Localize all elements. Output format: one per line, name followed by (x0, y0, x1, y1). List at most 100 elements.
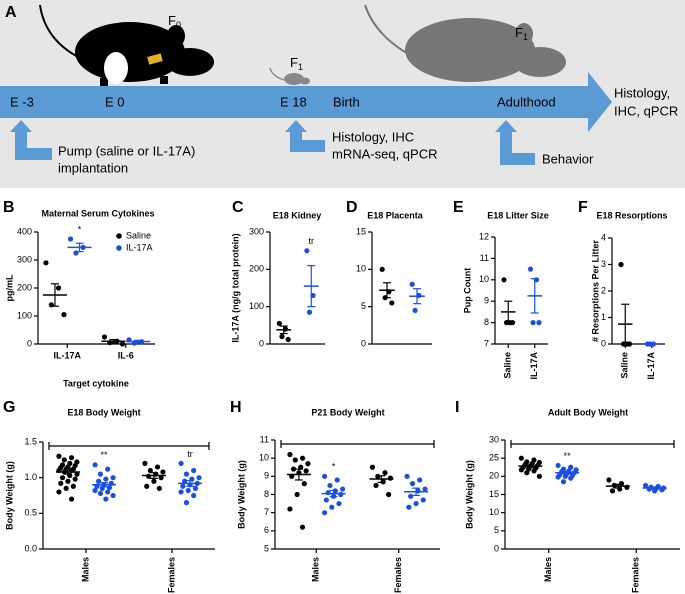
callout-text: implantation (58, 160, 128, 175)
x-tick-label: IL-6 (118, 350, 134, 360)
y-tick-label: 6 (264, 525, 269, 535)
fetus (104, 52, 128, 84)
error-bar (377, 475, 386, 483)
panel-label: B (3, 199, 15, 216)
timeline-label: Birth (333, 94, 360, 109)
data-point (290, 466, 297, 472)
y-axis-label: Body Weight (g) (236, 460, 246, 529)
data-point (68, 496, 75, 502)
y-tick-label: 1 (601, 312, 606, 322)
error-bar (75, 242, 84, 253)
y-tick-label: 10 (356, 264, 366, 274)
significance-label: * (332, 462, 336, 472)
data-point (285, 336, 291, 343)
data-point (404, 473, 410, 479)
error-bar (279, 325, 288, 335)
generation-base: F (515, 25, 523, 40)
data-point (327, 482, 333, 489)
data-point (518, 455, 524, 461)
data-point (518, 467, 524, 473)
y-tick-label: 10 (259, 453, 269, 463)
data-point (422, 486, 428, 492)
x-tick-label: IL-17A (646, 352, 656, 380)
error-bar (526, 464, 535, 469)
x-tick-label: Males (543, 557, 553, 582)
data-point (323, 497, 329, 503)
y-tick-label: 0.5 (24, 508, 37, 518)
y-axis-label: pg/mL (4, 274, 14, 301)
generation-base: F (168, 13, 176, 28)
data-point (413, 500, 419, 507)
y-tick-label: 5 (264, 543, 269, 553)
data-point (178, 460, 184, 466)
data-point (409, 281, 415, 287)
data-point (92, 487, 98, 494)
data-point (369, 464, 376, 470)
panel-label: I (455, 399, 459, 416)
data-point (110, 475, 116, 481)
data-point (643, 482, 649, 489)
y-tick-label: 25 (489, 453, 499, 463)
data-point (301, 481, 307, 487)
data-point (304, 248, 310, 254)
mouse-head (300, 77, 310, 85)
data-point (63, 485, 69, 491)
y-tick-label: 5 (494, 525, 499, 535)
significance-label: ** (564, 451, 572, 461)
data-point (158, 475, 164, 481)
chart-title: E18 Litter Size (487, 210, 549, 220)
x-tick-label: Males (80, 557, 90, 582)
data-point (156, 485, 162, 491)
panel-label: G (3, 399, 15, 416)
chart: C E18 Kidney IL-17A (ng/g total protein) 0 1… (230, 199, 325, 348)
callout-text: Histology, IHC (332, 129, 414, 144)
error-bar (50, 283, 59, 307)
data-point (389, 300, 395, 306)
mouse-head (514, 47, 566, 77)
data-point (417, 477, 423, 483)
error-bar (294, 468, 303, 481)
callout-text: Pump (saline or IL-17A) (58, 143, 195, 158)
data-point (119, 341, 126, 347)
y-tick-label: 10 (479, 274, 489, 284)
data-point (106, 485, 113, 491)
data-point (58, 480, 64, 486)
y-tick-label: 5 (361, 301, 366, 311)
data-point (606, 477, 612, 483)
y-tick-label: 300 (17, 254, 32, 264)
panel-label: F (578, 199, 588, 216)
data-point (299, 524, 306, 530)
data-point (147, 467, 153, 474)
y-axis-label: Body Weight (g) (4, 461, 14, 530)
generation-label: F1 (515, 25, 528, 42)
y-tick-label: 1.0 (24, 472, 37, 482)
error-bar (383, 282, 391, 299)
y-tick-label: 300 (249, 226, 264, 236)
chart: H P21 Body Weight Body Weight (g) 5 6 7 8 9 10 11… (230, 399, 440, 593)
data-point (59, 475, 66, 481)
pump (147, 53, 163, 65)
error-bar (186, 479, 195, 487)
generation-sub: 0 (176, 20, 181, 30)
data-point (321, 510, 328, 516)
chart-title: P21 Body Weight (311, 407, 384, 417)
data-point (191, 492, 197, 499)
data-point (408, 493, 414, 499)
outcome-text: IHC, qPCR (614, 103, 678, 118)
y-tick-label: 3 (601, 259, 606, 269)
charts: B Maternal Serum Cytokines pg/mL Target cyt… (3, 199, 680, 593)
data-point (562, 473, 568, 479)
data-point (180, 483, 186, 489)
legend-marker (116, 233, 122, 239)
generation-base: F (290, 55, 298, 70)
y-tick-label: 11 (260, 434, 269, 444)
callout-arrow (285, 120, 325, 152)
data-point (65, 478, 71, 484)
y-tick-label: 0 (259, 338, 264, 348)
error-bar (134, 339, 143, 344)
data-point (178, 489, 184, 495)
y-axis-label: # Resorptions Per Litter (590, 239, 600, 342)
chart: E E18 Litter Size Pup Count 7 8 9 10 11 12 Saline… (453, 199, 549, 379)
chart-title: Adult Body Weight (548, 407, 628, 417)
error-bar (613, 483, 622, 489)
